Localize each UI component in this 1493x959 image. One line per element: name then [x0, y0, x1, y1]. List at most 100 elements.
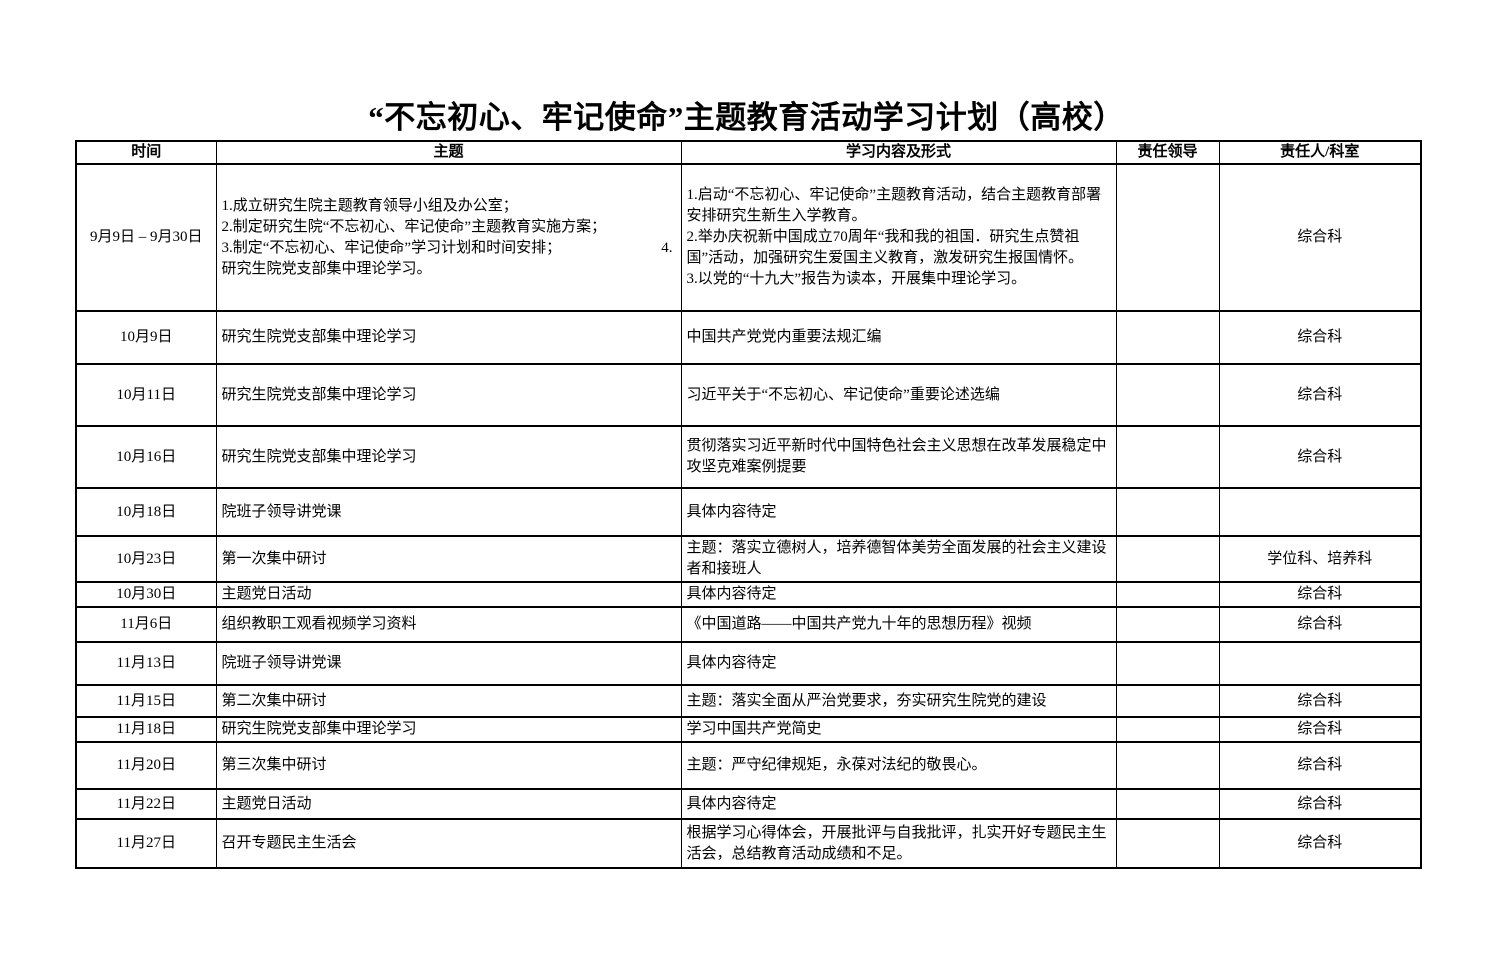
table-row: 10月18日 院班子领导讲党课 具体内容待定	[75, 487, 1422, 537]
cell-content: 习近平关于“不忘初心、牢记使命”重要论述选编	[680, 363, 1117, 427]
cell-content: 具体内容待定	[680, 487, 1117, 537]
cell-dept	[1218, 641, 1422, 686]
cell-leader	[1115, 741, 1220, 790]
cell-leader	[1115, 818, 1220, 869]
cell-content: 中国共产党党内重要法规汇编	[680, 310, 1117, 365]
cell-theme: 研究生院党支部集中理论学习	[215, 363, 682, 427]
cell-theme: 主题党日活动	[215, 788, 682, 820]
table-row: 10月11日 研究生院党支部集中理论学习 习近平关于“不忘初心、牢记使命”重要论述选…	[75, 363, 1422, 427]
cell-time: 11月18日	[75, 716, 217, 743]
cell-theme: 院班子领导讲党课	[215, 641, 682, 686]
cell-leader	[1115, 581, 1220, 608]
cell-dept: 综合科	[1218, 716, 1422, 743]
table-row: 10月9日 研究生院党支部集中理论学习 中国共产党党内重要法规汇编 综合科	[75, 310, 1422, 365]
cell-content: 主题：严守纪律规矩，永葆对法纪的敬畏心。	[680, 741, 1117, 790]
cell-theme: 研究生院党支部集中理论学习	[215, 425, 682, 489]
cell-time: 10月18日	[75, 487, 217, 537]
page-title: “不忘初心、牢记使命”主题教育活动学习计划（高校）	[368, 100, 1125, 135]
cell-theme: 主题党日活动	[215, 581, 682, 608]
cell-time: 9月9日 – 9月30日	[75, 163, 217, 312]
cell-line: 3.以党的“十九大”报告为读本，开展集中理论学习。	[686, 271, 1027, 287]
cell-line: 1.启动“不忘初心、牢记使命”主题教育活动，结合主题教育部署安排研究生新生入学教…	[686, 187, 1102, 224]
cell-dept: 综合科	[1218, 741, 1422, 790]
cell-theme: 第二次集中研讨	[215, 684, 682, 718]
cell-leader	[1115, 425, 1220, 489]
cell-line: 2.制定研究生院“不忘初心、牢记使命”主题教育实施方案；	[221, 218, 607, 235]
cell-leader	[1115, 788, 1220, 820]
cell-content: 主题：落实全面从严治党要求，夯实研究生院党的建设	[680, 684, 1117, 718]
cell-leader	[1115, 606, 1220, 643]
header-time: 时间	[75, 140, 217, 165]
cell-content: 根据学习心得体会，开展批评与自我批评，扎实开好专题民主生活会，总结教育活动成绩和…	[680, 818, 1117, 869]
cell-line: 1.成立研究生院主题教育领导小组及办公室；	[221, 197, 518, 214]
cell-theme: 第三次集中研讨	[215, 741, 682, 790]
cell-content: 1.启动“不忘初心、牢记使命”主题教育活动，结合主题教育部署安排研究生新生入学教…	[680, 163, 1117, 312]
header-content: 学习内容及形式	[680, 140, 1117, 165]
cell-time: 11月6日	[75, 606, 217, 643]
table-row: 11月15日 第二次集中研讨 主题：落实全面从严治党要求，夯实研究生院党的建设 综合科	[75, 684, 1422, 718]
cell-leader	[1115, 684, 1220, 718]
header-leader: 责任领导	[1115, 140, 1220, 165]
cell-dept: 综合科	[1218, 310, 1422, 365]
table-row: 10月23日 第一次集中研讨 主题：落实立德树人，培养德智体美劳全面发展的社会主义建…	[75, 535, 1422, 583]
cell-theme: 第一次集中研讨	[215, 535, 682, 583]
cell-line: 3.制定“不忘初心、牢记使命”学习计划和时间安排； 4.	[221, 239, 673, 256]
cell-theme: 组织教职工观看视频学习资料	[215, 606, 682, 643]
cell-content: 具体内容待定	[680, 788, 1117, 820]
table-row: 11月27日 召开专题民主生活会 根据学习心得体会，开展批评与自我批评，扎实开好专题…	[75, 818, 1422, 869]
cell-theme: 召开专题民主生活会	[215, 818, 682, 869]
cell-time: 10月16日	[75, 425, 217, 489]
cell-content: 贯彻落实习近平新时代中国特色社会主义思想在改革发展稳定中攻坚克难案例提要	[680, 425, 1117, 489]
header-theme: 主题	[215, 140, 682, 165]
cell-dept: 综合科	[1218, 606, 1422, 643]
table-row: 11月22日 主题党日活动 具体内容待定 综合科	[75, 788, 1422, 820]
cell-time: 10月9日	[75, 310, 217, 365]
header-dept: 责任人/科室	[1218, 140, 1422, 165]
cell-time: 11月15日	[75, 684, 217, 718]
cell-theme: 研究生院党支部集中理论学习	[215, 310, 682, 365]
table-row: 11月6日 组织教职工观看视频学习资料 《中国道路——中国共产党九十年的思想历程》视…	[75, 606, 1422, 643]
cell-time: 10月11日	[75, 363, 217, 427]
cell-leader	[1115, 716, 1220, 743]
table-row: 11月18日 研究生院党支部集中理论学习 学习中国共产党简史 综合科	[75, 716, 1422, 743]
cell-leader	[1115, 641, 1220, 686]
cell-time: 11月22日	[75, 788, 217, 820]
cell-time: 11月27日	[75, 818, 217, 869]
cell-content: 学习中国共产党简史	[680, 716, 1117, 743]
cell-theme: 研究生院党支部集中理论学习	[215, 716, 682, 743]
cell-line: 2.举办庆祝新中国成立70周年“我和我的祖国．研究生点赞祖国”活动，加强研究生爱…	[686, 229, 1084, 266]
cell-dept: 综合科	[1218, 581, 1422, 608]
cell-dept: 综合科	[1218, 818, 1422, 869]
cell-leader	[1115, 487, 1220, 537]
study-plan-table: 时间 主题 学习内容及形式 责任领导 责任人/科室 9月9日 – 9月30日 1.…	[75, 140, 1422, 869]
cell-dept: 综合科	[1218, 788, 1422, 820]
cell-leader	[1115, 163, 1220, 312]
cell-leader	[1115, 310, 1220, 365]
cell-dept: 学位科、培养科	[1218, 535, 1422, 583]
cell-leader	[1115, 363, 1220, 427]
cell-theme: 1.成立研究生院主题教育领导小组及办公室； 2.制定研究生院“不忘初心、牢记使命”…	[215, 163, 682, 312]
cell-time: 11月20日	[75, 741, 217, 790]
cell-line: 研究生院党支部集中理论学习。	[221, 260, 432, 277]
table-row: 10月30日 主题党日活动 具体内容待定 综合科	[75, 581, 1422, 608]
table-row: 10月16日 研究生院党支部集中理论学习 贯彻落实习近平新时代中国特色社会主义思想在…	[75, 425, 1422, 489]
cell-time: 10月23日	[75, 535, 217, 583]
cell-dept	[1218, 487, 1422, 537]
table-header-row: 时间 主题 学习内容及形式 责任领导 责任人/科室	[75, 140, 1422, 165]
cell-dept: 综合科	[1218, 684, 1422, 718]
cell-content: 具体内容待定	[680, 581, 1117, 608]
table-row: 11月20日 第三次集中研讨 主题：严守纪律规矩，永葆对法纪的敬畏心。 综合科	[75, 741, 1422, 790]
cell-dept: 综合科	[1218, 163, 1422, 312]
cell-theme: 院班子领导讲党课	[215, 487, 682, 537]
cell-dept: 综合科	[1218, 363, 1422, 427]
cell-time: 10月30日	[75, 581, 217, 608]
table-row: 9月9日 – 9月30日 1.成立研究生院主题教育领导小组及办公室； 2.制定研究生…	[75, 163, 1422, 312]
cell-content: 具体内容待定	[680, 641, 1117, 686]
cell-leader	[1115, 535, 1220, 583]
cell-content: 主题：落实立德树人，培养德智体美劳全面发展的社会主义建设者和接班人	[680, 535, 1117, 583]
table-row: 11月13日 院班子领导讲党课 具体内容待定	[75, 641, 1422, 686]
cell-time: 11月13日	[75, 641, 217, 686]
cell-dept: 综合科	[1218, 425, 1422, 489]
cell-content: 《中国道路——中国共产党九十年的思想历程》视频	[680, 606, 1117, 643]
